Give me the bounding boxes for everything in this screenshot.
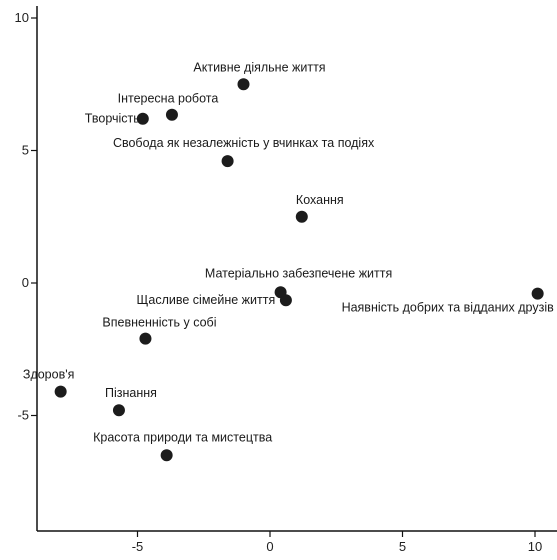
data-point-label: Наявність добрих та відданих друзів (342, 301, 555, 315)
data-point (279, 294, 292, 307)
y-tick-label: 5 (22, 143, 29, 158)
data-point (139, 332, 152, 345)
y-tick-label: 0 (22, 275, 29, 290)
data-point (165, 108, 178, 121)
data-point (54, 385, 67, 398)
y-tick-label: -5 (17, 408, 29, 423)
x-tick-label: 5 (399, 539, 406, 554)
data-point-label: Активне діяльне життя (193, 60, 325, 74)
point-labels: Активне діяльне життя Інтересна робота Тво… (23, 60, 554, 444)
data-points (54, 78, 544, 462)
ticks: 10 5 0 -5 -5 0 5 10 (15, 10, 543, 554)
data-point-label: Свобода як незалежність у вчинках та под… (113, 136, 375, 150)
x-tick-label: 10 (528, 539, 542, 554)
x-tick-label: 0 (266, 539, 273, 554)
data-point (160, 449, 173, 462)
data-point-label: Красота природи та мистецтва (93, 430, 272, 444)
data-point (531, 287, 544, 300)
x-tick-label: -5 (132, 539, 144, 554)
data-point-label: Пізнання (105, 386, 157, 400)
data-point (136, 112, 149, 125)
data-point-label: Щасливе сімейне життя (137, 293, 276, 307)
data-point (237, 78, 250, 91)
data-point (295, 210, 308, 223)
data-point (221, 155, 234, 168)
data-point-label: Інтересна робота (118, 92, 219, 106)
data-point (112, 404, 125, 417)
data-point-label: Здоров'я (23, 368, 75, 382)
y-tick-label: 10 (15, 10, 29, 25)
data-point-label: Матеріально забезпечене життя (205, 266, 392, 280)
data-point-label: Творчість (85, 112, 140, 126)
data-point-label: Кохання (296, 193, 344, 207)
data-point-label: Впевненність у собі (102, 316, 216, 330)
axes (36, 6, 557, 532)
